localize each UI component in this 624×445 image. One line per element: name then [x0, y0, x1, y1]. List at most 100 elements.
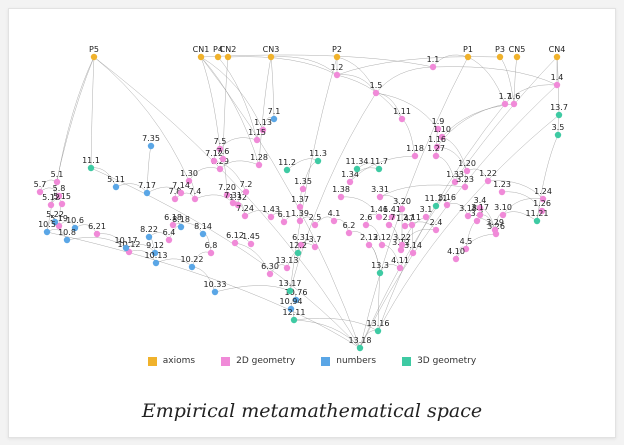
node-label: 7.31 — [224, 191, 242, 200]
node-label: 3.31 — [371, 185, 389, 194]
node-label: 7.6 — [217, 147, 230, 156]
graph-node — [396, 264, 404, 272]
node-label: 11.2 — [278, 158, 296, 167]
node-label: 4.5 — [460, 237, 473, 246]
graph-node — [365, 241, 373, 249]
graph-edge — [375, 92, 439, 130]
graph-node — [177, 223, 185, 231]
node-label: 1.22 — [479, 169, 497, 178]
graph-edge — [289, 56, 338, 292]
node-label: 11.34 — [346, 157, 369, 166]
node-label: 3.23 — [456, 175, 474, 184]
node-label: 6.1 — [278, 210, 291, 219]
graph-node — [55, 222, 63, 230]
node-label: 9.12 — [146, 241, 164, 250]
graph-edge — [377, 114, 560, 332]
graph-edge — [377, 103, 506, 332]
graph-node — [498, 188, 506, 196]
graph-node — [247, 240, 255, 248]
graph-edge — [379, 184, 466, 198]
graph-node — [337, 193, 345, 201]
node-label: 7.35 — [142, 134, 160, 143]
legend-item-axioms: axioms — [147, 356, 195, 366]
graph-edge — [90, 56, 95, 169]
node-label: 1.34 — [341, 170, 359, 179]
graph-node — [491, 226, 499, 234]
node-label: 1.13 — [254, 118, 272, 127]
graph-node — [112, 183, 120, 191]
node-label: 7.2 — [240, 180, 253, 189]
graph-node — [51, 218, 59, 226]
graph-node — [372, 89, 380, 97]
graph-edge — [359, 56, 558, 349]
graph-node — [211, 288, 219, 296]
legend-item-2d-geometry: 2D geometry — [221, 356, 295, 366]
graph-node — [464, 53, 472, 61]
graph-edge — [401, 229, 437, 246]
graph-node — [538, 207, 546, 215]
node-label: 1.28 — [250, 153, 268, 162]
node-label: 3.10 — [494, 203, 512, 212]
node-label: 1.37 — [291, 195, 309, 204]
node-label: 1.23 — [493, 180, 511, 189]
graph-node — [432, 152, 440, 160]
node-label: 12.2 — [289, 241, 307, 250]
node-label: 3.29 — [486, 218, 504, 227]
graph-node — [375, 213, 383, 221]
node-label: 10.76 — [285, 288, 308, 297]
node-label: 1.4 — [551, 73, 564, 82]
legend-label: 2D geometry — [236, 356, 296, 366]
graph-node — [438, 133, 446, 141]
node-label: 7.4 — [189, 187, 202, 196]
node-label: 6.2 — [343, 221, 356, 230]
graph-node — [199, 230, 207, 238]
graph-node — [280, 218, 288, 226]
graph-node — [378, 241, 386, 249]
node-label: 4.11 — [391, 256, 409, 265]
graph-node — [43, 228, 51, 236]
node-label: 11.11 — [425, 194, 448, 203]
graph-node — [429, 63, 437, 71]
graph-edge — [336, 74, 377, 94]
graph-node — [87, 164, 95, 172]
node-label: 1.26 — [533, 199, 551, 208]
graph-edge — [217, 56, 258, 141]
node-label: 7.8 — [169, 187, 182, 196]
graph-node — [473, 217, 481, 225]
graph-edge — [349, 155, 416, 183]
graph-edge — [336, 56, 501, 76]
graph-node — [388, 213, 396, 221]
node-label: 6.12 — [226, 231, 244, 240]
graph-node — [376, 193, 384, 201]
graph-node — [385, 221, 393, 229]
node-label: 6.8 — [205, 241, 218, 250]
graph-node — [177, 189, 185, 197]
node-label: 1.1 — [427, 55, 440, 64]
node-label: CN2 — [220, 45, 237, 54]
node-label: 3.1 — [420, 205, 433, 214]
graph-node — [151, 249, 159, 257]
graph-node — [333, 53, 341, 61]
node-label: 10.94 — [280, 297, 303, 306]
graph-edge — [467, 56, 506, 105]
graph-edge — [258, 56, 272, 166]
graph-edge — [200, 56, 264, 131]
node-label: 13.3 — [371, 261, 389, 270]
graph-node — [345, 229, 353, 237]
node-label: 1.45 — [242, 232, 260, 241]
node-label: P5 — [89, 45, 99, 54]
node-label: 1.6 — [508, 92, 521, 101]
node-label: 1.38 — [332, 185, 350, 194]
node-label: 7.24 — [236, 204, 254, 213]
node-label: 13.17 — [279, 279, 302, 288]
node-label: 7.5 — [214, 137, 227, 146]
graph-node — [253, 136, 261, 144]
node-label: 11.3 — [309, 149, 327, 158]
graph-node — [188, 263, 196, 271]
graph-edge — [436, 103, 506, 148]
graph-node — [241, 212, 249, 220]
graph-node — [311, 221, 319, 229]
node-label: 7.17 — [138, 181, 156, 190]
node-label: 3.17 — [471, 203, 489, 212]
graph-node — [463, 167, 471, 175]
